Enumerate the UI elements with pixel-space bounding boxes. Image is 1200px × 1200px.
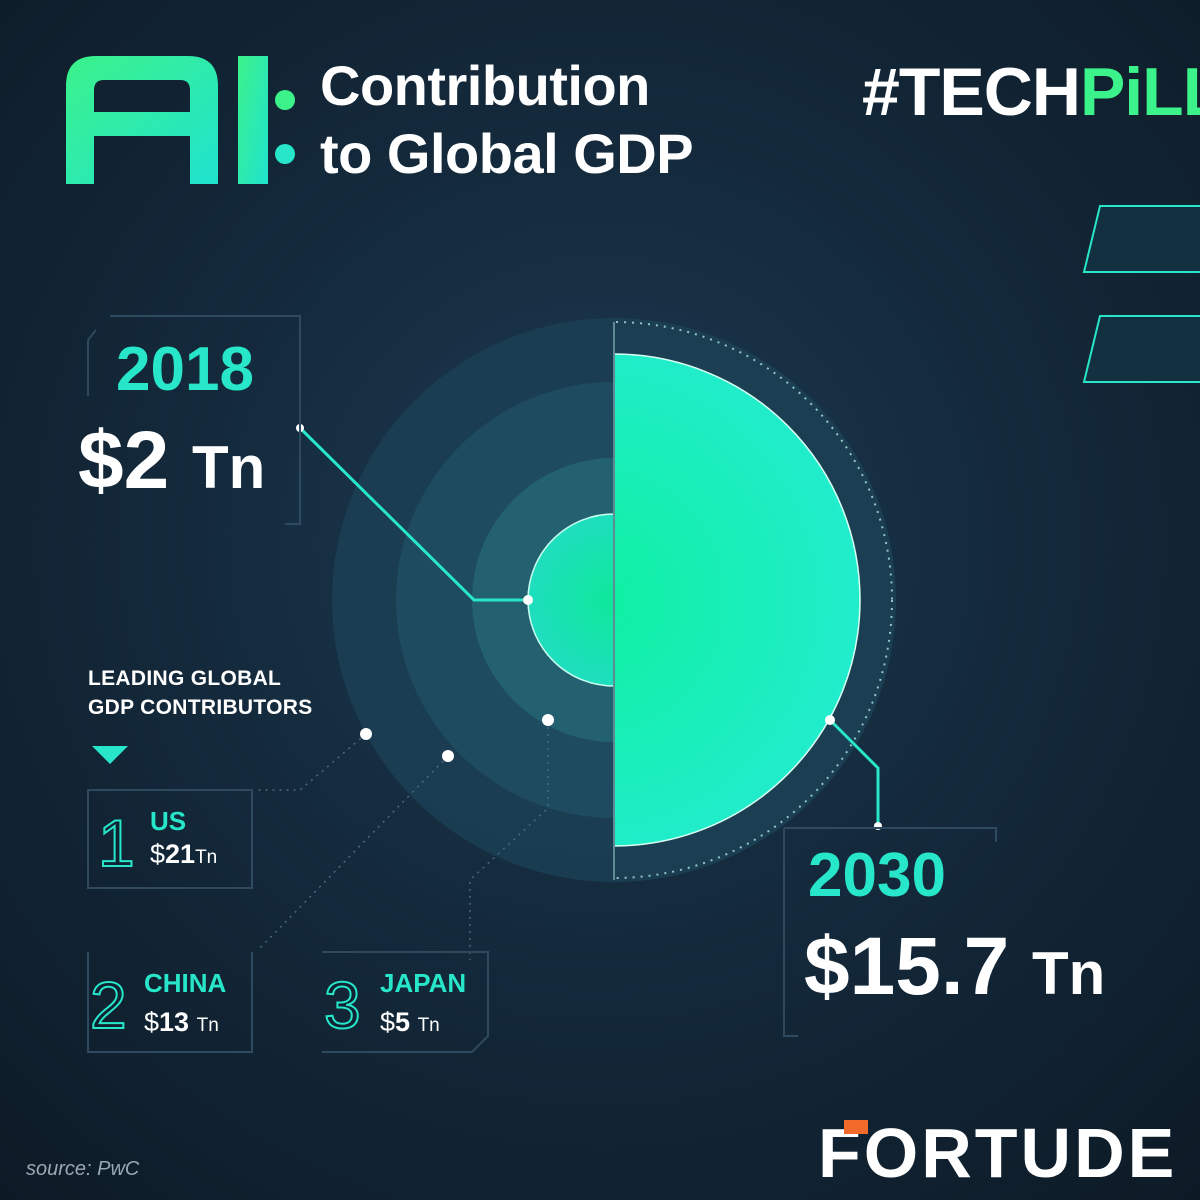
gdp-value: $21Tn bbox=[150, 839, 218, 869]
value-2018-amount: $2 bbox=[78, 415, 170, 506]
year-2030: 2030 bbox=[808, 841, 946, 910]
rank-number: 3 bbox=[323, 968, 362, 1042]
value-2030-amount: $15.7 bbox=[804, 921, 1010, 1012]
large-half-circle bbox=[614, 353, 861, 847]
rank-number: 2 bbox=[89, 968, 128, 1042]
decorative-parallelograms bbox=[1082, 205, 1200, 383]
down-triangle bbox=[92, 746, 128, 764]
source-note: source: PwC bbox=[26, 1158, 140, 1180]
ai-logo-icon bbox=[66, 56, 268, 184]
country-name: US bbox=[150, 806, 187, 836]
gdp-value: $5 Tn bbox=[380, 1007, 440, 1037]
brand-logo: FORTUDE bbox=[818, 1114, 1178, 1192]
contributors-heading-line-2: GDP CONTRIBUTORS bbox=[88, 696, 313, 719]
value-2030: $15.7 Tn bbox=[804, 920, 1105, 1014]
title-line-1: Contribution bbox=[320, 54, 650, 117]
hashtag-accent: PiLL bbox=[1079, 54, 1200, 130]
value-2018: $2 Tn bbox=[78, 414, 265, 508]
year-2018: 2018 bbox=[116, 335, 254, 404]
brand-accent-mark bbox=[844, 1120, 868, 1134]
gdp-value: $13 Tn bbox=[144, 1007, 219, 1037]
contributors-heading: LEADING GLOBAL GDP CONTRIBUTORS bbox=[88, 664, 313, 722]
page-title: Contribution to Global GDP bbox=[320, 52, 694, 188]
rank-number: 1 bbox=[97, 806, 136, 880]
country-name: CHINA bbox=[144, 968, 227, 998]
connector-2030 bbox=[828, 718, 880, 826]
contributors-heading-line-1: LEADING GLOBAL bbox=[88, 667, 282, 690]
hashtag-techpill: #TECHPiLL bbox=[862, 52, 1200, 132]
value-2030-unit: Tn bbox=[1032, 940, 1106, 1007]
connector-2018 bbox=[298, 426, 528, 602]
hashtag-main: #TECH bbox=[862, 54, 1081, 130]
value-2018-unit: Tn bbox=[192, 434, 266, 501]
title-line-2: to Global GDP bbox=[320, 122, 694, 185]
country-name: JAPAN bbox=[380, 968, 467, 998]
